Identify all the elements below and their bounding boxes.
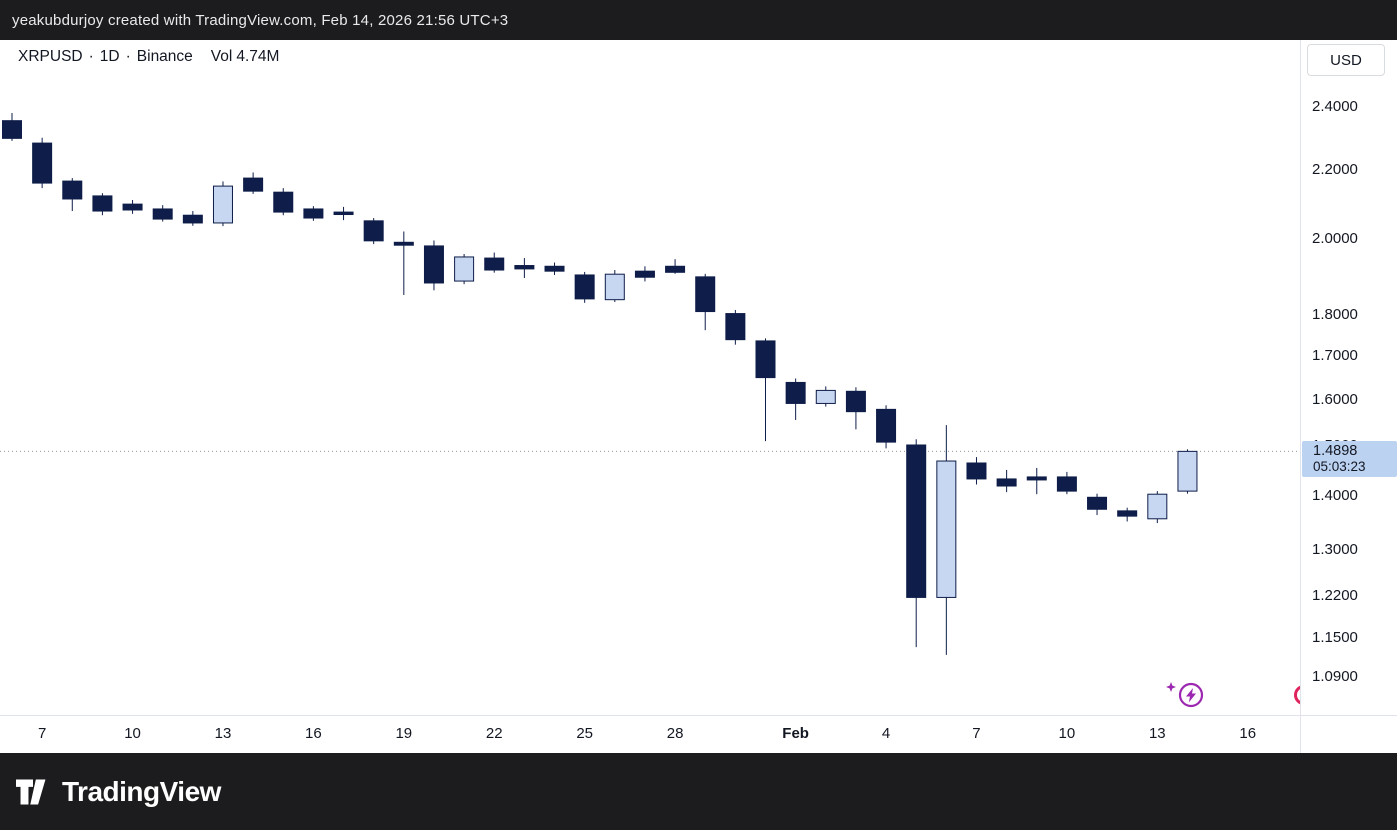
- price-tick-label: 1.6000: [1312, 390, 1358, 408]
- time-tick-label: 16: [1239, 725, 1257, 742]
- footer-bar: TradingView: [0, 753, 1397, 830]
- time-tick-label: 16: [305, 725, 322, 742]
- candle: [423, 240, 444, 291]
- candle: [62, 178, 83, 212]
- candle: [966, 457, 987, 485]
- last-price-value: 1.4898: [1313, 443, 1358, 460]
- candle: [152, 205, 173, 222]
- candle: [333, 206, 354, 221]
- time-axis[interactable]: 7 10 13 16 19 22 25 28 Feb 4 7 10 13 16: [0, 715, 1397, 754]
- volume-label: Vol: [210, 48, 233, 65]
- currency-toggle-button[interactable]: USD: [1307, 44, 1385, 76]
- price-tick-label: 1.0900: [1312, 668, 1358, 686]
- legend-separator: ·: [88, 48, 94, 65]
- candle: [1087, 493, 1108, 516]
- candle: [665, 259, 686, 274]
- candle: [634, 266, 655, 282]
- candle: [1147, 491, 1168, 524]
- price-tick-label: 1.7000: [1312, 347, 1358, 365]
- price-tick-label: 1.4000: [1312, 487, 1358, 505]
- candle: [574, 271, 595, 303]
- candle: [92, 193, 113, 216]
- candle: [514, 258, 535, 279]
- candle: [303, 206, 324, 221]
- candle: [182, 211, 203, 226]
- candle: [243, 172, 264, 194]
- exchange-label: Binance: [136, 48, 193, 65]
- time-tick-label: 10: [1058, 725, 1076, 742]
- time-tick-label: 13: [214, 725, 232, 742]
- symbol-legend[interactable]: XRPUSD · 1D · Binance Vol 4.74M: [18, 48, 279, 66]
- red-circle-icon: [1294, 685, 1300, 705]
- symbol-name: XRPUSD: [18, 48, 83, 65]
- lightning-bolt-icon: [1186, 688, 1196, 703]
- price-tick-label: 1.3000: [1312, 540, 1358, 558]
- time-tick-label: 25: [576, 725, 593, 742]
- time-tick-label: 10: [124, 725, 141, 742]
- candle: [1117, 507, 1138, 522]
- time-tick-label: 7: [37, 725, 47, 742]
- candle: [725, 309, 746, 345]
- candle: [906, 439, 927, 648]
- time-tick-label: 22: [485, 725, 503, 742]
- price-tick-label: 1.2200: [1312, 586, 1358, 604]
- price-tick-label: 2.4000: [1312, 98, 1358, 115]
- candle: [815, 386, 836, 407]
- candle: [2, 113, 22, 141]
- candle: [273, 188, 294, 216]
- sparkle-icon: [1166, 682, 1176, 692]
- candle: [1026, 467, 1047, 495]
- candle: [393, 231, 414, 295]
- chart-area[interactable]: XRPUSD · 1D · Binance Vol 4.74M: [0, 40, 1300, 715]
- tradingview-logo-icon[interactable]: [16, 779, 50, 805]
- time-tick-label: Feb: [782, 725, 809, 742]
- time-tick-label: 19: [395, 725, 413, 742]
- candle: [996, 469, 1017, 493]
- candle: [454, 254, 475, 285]
- bar-countdown: 05:03:23: [1313, 459, 1366, 475]
- brand-wordmark[interactable]: TradingView: [62, 775, 221, 807]
- candle: [876, 405, 897, 449]
- idea-marker[interactable]: [1164, 678, 1208, 714]
- candle: [1177, 449, 1198, 494]
- attribution-text: yeakubdurjoy created with TradingView.co…: [12, 11, 509, 29]
- candle: [1056, 471, 1077, 495]
- edge-marker[interactable]: [1292, 684, 1300, 706]
- legend-separator: ·: [125, 48, 131, 65]
- candle: [484, 252, 505, 273]
- candle: [845, 387, 866, 430]
- time-tick-label: 13: [1148, 725, 1166, 742]
- price-tick-label: 2.2000: [1312, 160, 1358, 178]
- candle: [544, 262, 565, 275]
- candle: [695, 273, 716, 331]
- price-tick-label: 1.8000: [1312, 305, 1358, 323]
- time-tick-label: 4: [881, 725, 891, 742]
- price-tick-label: 2.0000: [1312, 229, 1358, 247]
- candle: [604, 270, 625, 303]
- price-tick-label: 1.1500: [1312, 629, 1358, 647]
- time-tick-label: 7: [972, 725, 981, 742]
- price-axis[interactable]: USD 2.4000 2.2000 2.0000 1.8000 1.7000 1.6000…: [1300, 40, 1397, 715]
- candle: [363, 218, 384, 245]
- last-price-badge: 1.4898 05:03:23: [1302, 441, 1397, 478]
- candle: [212, 181, 233, 227]
- volume-value: 4.74M: [236, 48, 280, 65]
- time-tick-label: 28: [666, 725, 684, 742]
- lightning-circle-icon: [1166, 682, 1204, 708]
- candle: [122, 200, 143, 214]
- candle: [755, 338, 776, 442]
- candle: [936, 425, 957, 655]
- interval-label: 1D: [99, 48, 120, 65]
- candle: [32, 137, 53, 189]
- attribution-bar: yeakubdurjoy created with TradingView.co…: [0, 0, 1397, 40]
- chart-canvas[interactable]: [0, 40, 1300, 715]
- volume-readout: Vol 4.74M: [211, 48, 280, 66]
- axis-corner-divider: [1300, 716, 1301, 754]
- candle: [785, 378, 806, 420]
